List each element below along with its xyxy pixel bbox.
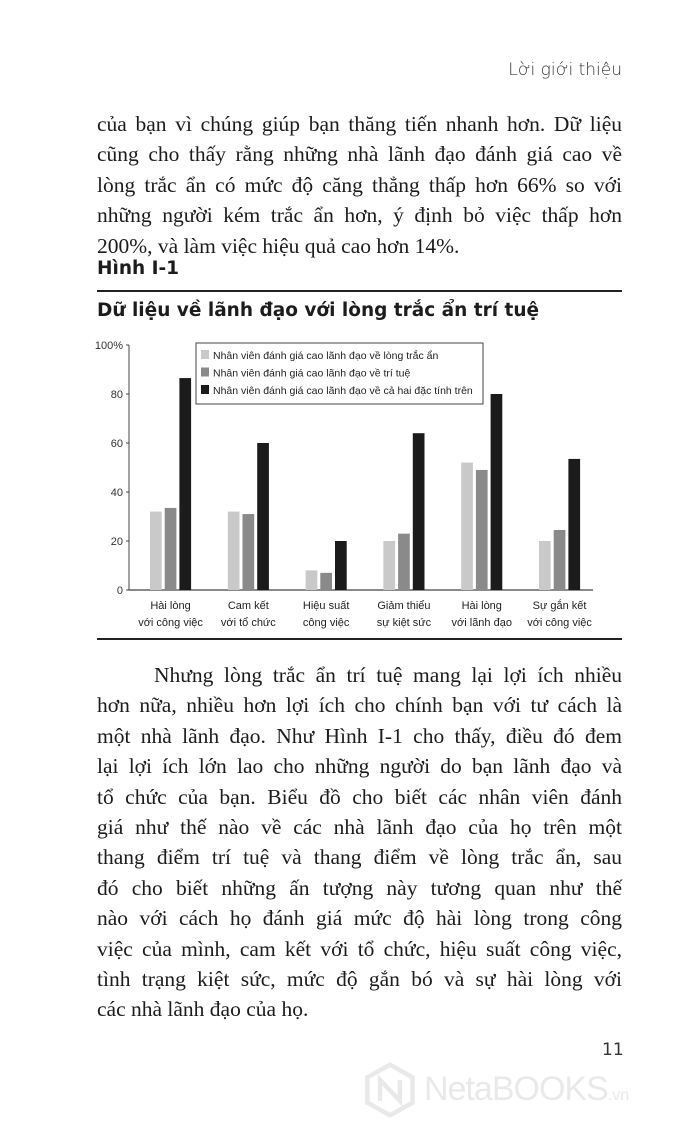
text-line: lại lợi ích lớn lao cho những người do b… <box>97 754 622 779</box>
category-label: với công việc <box>527 617 592 629</box>
text-line: Nhưng lòng trắc ẩn trí tuệ mang lại lợi … <box>154 663 622 687</box>
category-label: Sự gắn kết <box>533 599 587 612</box>
legend-label: Nhân viên đánh giá cao lãnh đạo về cả ha… <box>213 385 473 397</box>
bar-2 <box>320 572 332 590</box>
text-line: nào với cách họ đánh giá mức độ hài lòng… <box>97 906 622 931</box>
bar-2 <box>475 469 488 590</box>
bar-1 <box>383 541 396 590</box>
y-tick-label: 40 <box>111 487 123 499</box>
watermark-text: NetaBOOKS.vn <box>424 1070 629 1109</box>
category-label: với tổ chức <box>221 617 276 629</box>
y-tick-label: 80 <box>111 389 123 401</box>
text-line: tổ chức của bạn. Biểu đồ cho biết các nh… <box>97 784 622 809</box>
bar-1 <box>227 511 240 590</box>
bar-3 <box>568 458 581 590</box>
category-label: Cam kết <box>228 600 269 612</box>
text-line: những người kém trắc ẩn hơn, ý định bỏ v… <box>97 203 622 228</box>
category-label: với lãnh đạo <box>452 617 512 629</box>
category-label: Hài lòng <box>462 600 502 612</box>
figure-number: Hình I-1 <box>97 258 180 279</box>
bar-1 <box>305 570 318 590</box>
category-label: Hiệu suất <box>303 600 349 612</box>
category-label: công việc <box>303 617 350 629</box>
y-tick-label: 0 <box>117 585 123 597</box>
text-line: 200%, và làm việc hiệu quả cao hơn 14%. <box>97 233 460 258</box>
figure-bottom-rule <box>97 638 622 640</box>
text-line: lòng trắc ẩn có mức độ căng thẳng thấp h… <box>97 172 622 197</box>
bar-3 <box>490 394 503 590</box>
text-line: thang điểm trí tuệ và thang điểm về lòng… <box>97 845 622 870</box>
bar-1 <box>539 541 551 590</box>
figure-top-rule <box>97 290 622 292</box>
running-head: Lời giới thiệu <box>508 60 622 80</box>
text-line: đó cho biết những ấn tượng này tương qua… <box>97 875 622 900</box>
text-line: các nhà lãnh đạo của họ. <box>97 997 309 1022</box>
category-label: Hài lòng <box>150 600 190 612</box>
bar-3 <box>412 433 425 590</box>
bar-2 <box>242 514 255 590</box>
y-tick-label: 60 <box>111 438 123 450</box>
bar-2 <box>398 533 410 590</box>
bar-2 <box>553 529 566 590</box>
category-label: với công việc <box>138 617 203 629</box>
netabooks-logo-icon <box>365 1062 415 1118</box>
legend-swatch <box>201 385 209 394</box>
bar-1 <box>461 462 473 590</box>
watermark: NetaBOOKS.vn <box>362 1062 682 1118</box>
paragraph-1: của bạn vì chúng giúp bạn thăng tiến nha… <box>97 109 622 261</box>
legend-swatch <box>201 350 209 359</box>
figure-title: Dữ liệu về lãnh đạo với lòng trắc ẩn trí… <box>97 300 540 321</box>
bar-3 <box>335 541 347 590</box>
bar-1 <box>150 511 162 590</box>
text-line: việc của mình, cam kết với tổ chức, hiệu… <box>97 936 622 961</box>
legend-box <box>195 342 484 405</box>
category-label: sự kiệt sức <box>377 617 432 629</box>
bar-3 <box>179 378 192 590</box>
bar-2 <box>164 507 177 590</box>
text-line: cũng cho thấy rằng những nhà lãnh đạo đá… <box>97 142 622 167</box>
text-line: hơn nữa, nhiều hơn lợi ích cho chính bạn… <box>97 693 622 718</box>
y-tick-label: 20 <box>111 536 123 548</box>
text-line: giá như thế nào về các nhà lãnh đạo của … <box>97 814 622 839</box>
legend-label: Nhân viên đánh giá cao lãnh đạo về lòng … <box>213 349 438 362</box>
legend-label: Nhân viên đánh giá cao lãnh đạo về trí t… <box>213 368 410 380</box>
watermark-suffix: .vn <box>607 1087 630 1104</box>
text-line: một nhà lãnh đạo. Như Hình I-1 cho thấy,… <box>97 723 622 748</box>
bar-chart: 0 20 40 60 80 100% Hài lòng với công việc Cam kế… <box>95 340 593 629</box>
text-line: tình trạng kiệt sức, mức độ gắn bó và sự… <box>97 966 622 991</box>
page-number: 11 <box>602 1040 624 1060</box>
watermark-brand: NetaBOOKS <box>424 1070 609 1108</box>
category-label: Giảm thiểu <box>377 600 430 612</box>
y-tick-label: 100% <box>95 340 123 352</box>
bar-3 <box>257 443 269 590</box>
paragraph-2: Nhưng lòng trắc ẩn trí tuệ mang lại lợi … <box>97 660 622 1025</box>
text-line: của bạn vì chúng giúp bạn thăng tiến nha… <box>97 112 622 136</box>
legend-swatch <box>201 367 209 377</box>
